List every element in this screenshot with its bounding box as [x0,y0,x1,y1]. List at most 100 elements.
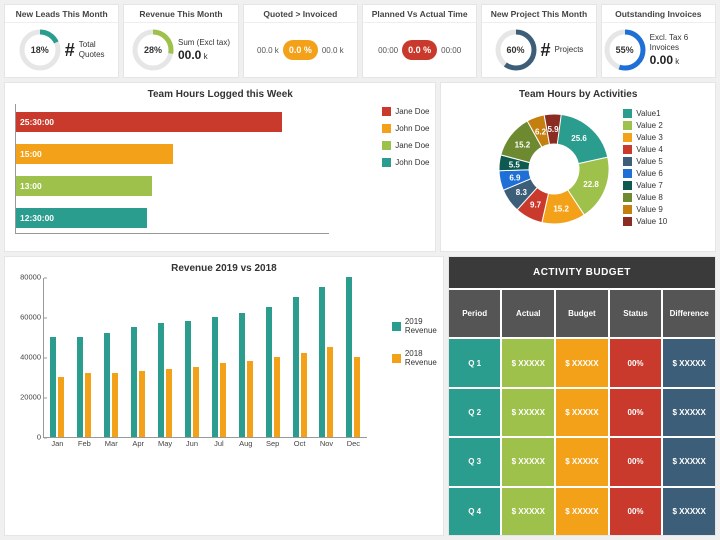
table-cell: 00% [610,387,664,436]
table-cell: Q 1 [449,337,503,386]
hbar [16,112,282,132]
kpi-row: New Leads This Month18%#TotalQuotesReven… [4,4,716,78]
kpi-pill: 0.0 % [283,40,318,60]
x-tick: Oct [294,437,306,448]
table-cell: $ XXXXX [556,337,610,386]
donut-value: 5.9 [548,125,560,134]
revenue-bar [247,361,253,437]
kpi-body: 00:000.0 %00:00 [363,23,476,77]
kpi-title: New Leads This Month [5,5,118,23]
kpi-left: 00:00 [378,46,398,55]
donut-value: 22.8 [584,180,600,189]
table-cell: Q 4 [449,486,503,535]
y-tick: 0 [37,433,44,442]
table-header-cell: Difference [663,288,715,337]
table-cell: $ XXXXX [502,387,556,436]
revenue-bar [77,337,83,437]
x-tick: Mar [105,437,118,448]
revenue-bar [193,367,199,437]
donut-value: 6.9 [510,174,522,183]
legend-item: Jane Doe [382,107,429,116]
x-tick: Sep [266,437,279,448]
hbar-row: 15:00 [16,144,329,164]
legend-label: Value 6 [636,169,663,178]
table-header-cell: Actual [502,288,556,337]
legend-swatch [382,107,391,116]
table-cell: Q 3 [449,436,503,485]
hash-icon: # [541,41,551,59]
table-cell: $ XXXXX [663,436,715,485]
table-cell: $ XXXXX [663,337,715,386]
legend-label: Value 4 [636,145,663,154]
legend-swatch [392,322,401,331]
legend-item: Value 6 [623,169,667,178]
team-hours-panel: Team Hours Logged this Week 25:30:0015:0… [4,82,436,252]
y-tick: 20000 [20,393,44,402]
legend-swatch [382,158,391,167]
y-tick: 60000 [20,313,44,322]
revenue-bar [166,369,172,437]
legend-item: John Doe [382,124,429,133]
budget-panel: ACTIVITY BUDGET PeriodActualBudgetStatus… [448,256,716,536]
legend-item: Value1 [623,109,667,118]
table-cell: Q 2 [449,387,503,436]
panel-title: Revenue 2019 vs 2018 [11,263,437,274]
kpi-ring: 18% [19,29,61,71]
legend-swatch [623,217,632,226]
kpi-body: 00.0 k0.0 %00.0 k [244,23,357,77]
x-tick: Jan [51,437,63,448]
revenue-bar [131,327,137,437]
legend-label: Value 8 [636,193,663,202]
legend-item: Value 3 [623,133,667,142]
hash-icon: # [65,41,75,59]
x-tick: Apr [132,437,144,448]
kpi-body: 28%Sum (Excl tax)00.0 k [124,23,237,77]
hbar-row: 25:30:00 [16,112,329,132]
legend-item: Value 5 [623,157,667,166]
revenue-bar [327,347,333,437]
table-cell: $ XXXXX [502,337,556,386]
table-header-cell: Period [449,288,503,337]
revenue-bar [266,307,272,437]
legend-item: Value 4 [623,145,667,154]
hbar-label: 12:30:00 [20,213,54,223]
legend-label: Value 7 [636,181,663,190]
table-cell: $ XXXXX [663,486,715,535]
legend-item: 2019Revenue [392,317,437,335]
revenue-bar [301,353,307,437]
legend-swatch [392,354,401,363]
legend-item: John Doe [382,158,429,167]
legend-swatch [382,141,391,150]
legend-swatch [623,145,632,154]
kpi-body: 55%Excl. Tax 6 Invoices0.00 k [602,23,715,77]
donut-chart: 25.622.815.29.78.36.95.515.26.25.9 [489,104,619,234]
revenue-bar [274,357,280,437]
kpi-left: 00.0 k [257,46,279,55]
donut-value: 25.6 [572,134,588,143]
legend-swatch [623,109,632,118]
legend-label: Value 9 [636,205,663,214]
kpi-body: 18%#TotalQuotes [5,23,118,77]
x-tick: Feb [78,437,91,448]
kpi-ring: 60% [495,29,537,71]
donut-value: 15.2 [515,140,531,149]
table-cell: $ XXXXX [556,436,610,485]
revenue-bar [104,333,110,437]
donut-value: 6.2 [535,127,547,136]
revenue-bar [58,377,64,437]
revenue-bar [185,321,191,437]
legend-label: Value 3 [636,133,663,142]
x-tick: Jul [214,437,224,448]
budget-title: ACTIVITY BUDGET [449,257,715,288]
hbar-row: 12:30:00 [16,208,329,228]
table-header-cell: Budget [556,288,610,337]
table-cell: 00% [610,486,664,535]
table-cell: $ XXXXX [663,387,715,436]
table-cell: $ XXXXX [556,387,610,436]
kpi-card: Planned Vs Actual Time00:000.0 %00:00 [362,4,477,78]
legend-label: 2019Revenue [405,317,437,335]
table-row: Q 1$ XXXXX$ XXXXX00%$ XXXXX [449,337,715,386]
revenue-bar [293,297,299,437]
kpi-pill: 0.0 % [402,40,437,60]
revenue-bar [85,373,91,437]
